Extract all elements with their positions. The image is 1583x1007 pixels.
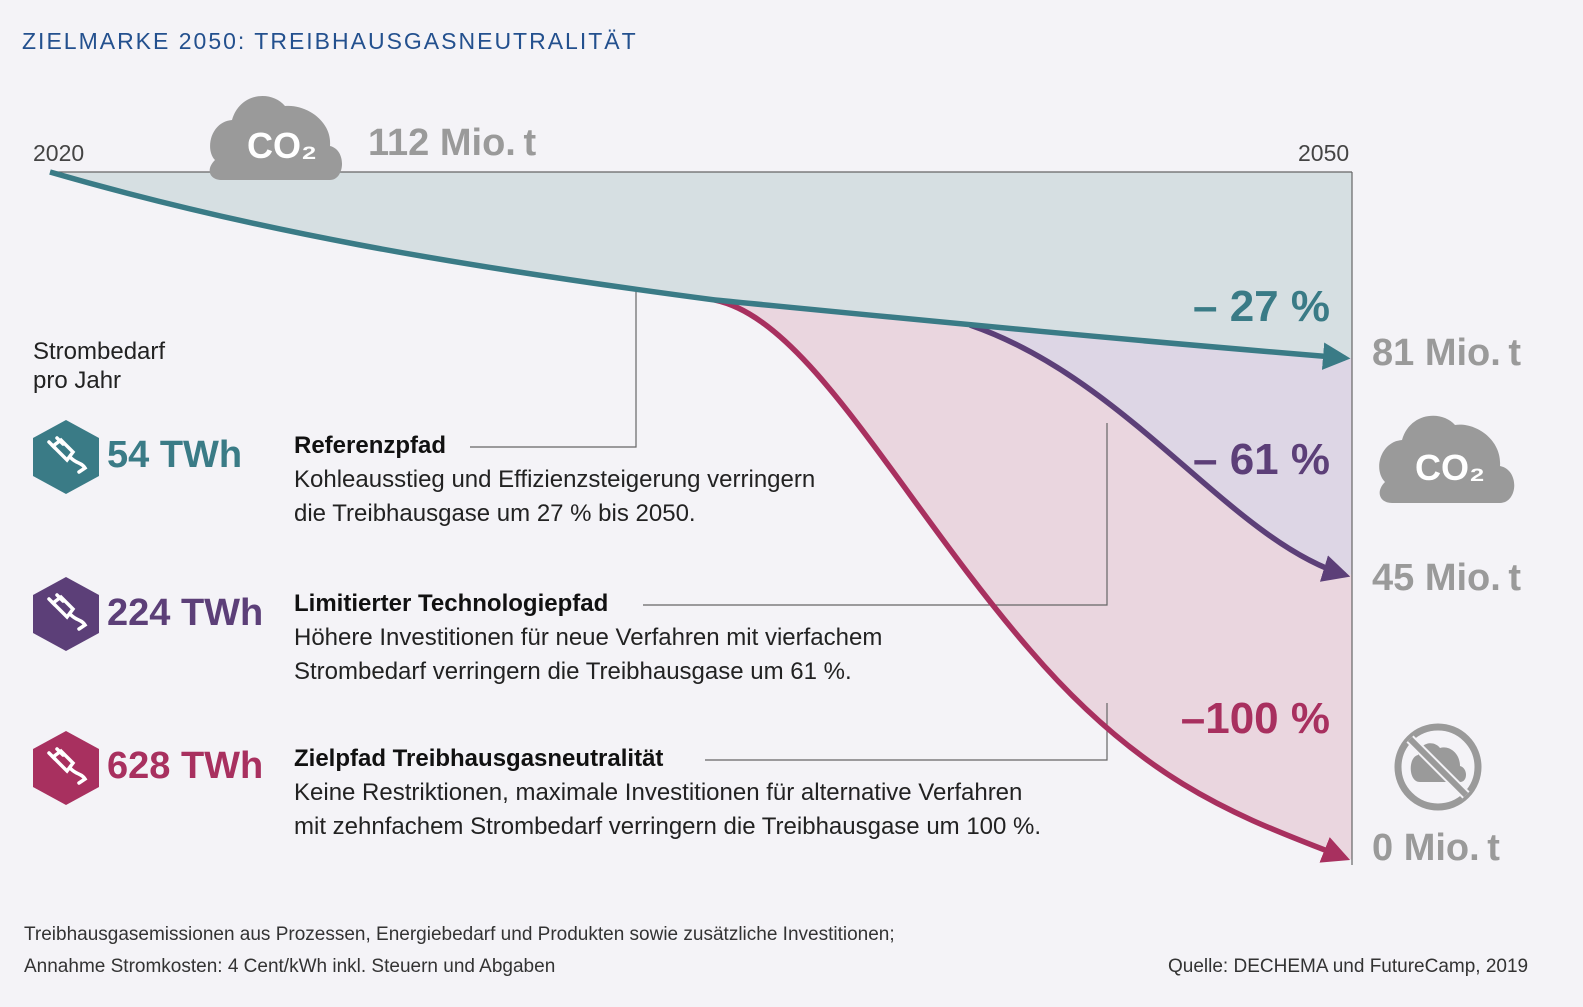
series-line-limitiert <box>969 322 1351 582</box>
end-cloud-label: CO₂ <box>1415 447 1485 488</box>
footer-source: Quelle: DECHEMA und FutureCamp, 2019 <box>1168 956 1529 977</box>
leader-limitiert <box>643 423 1108 606</box>
path-desc-referenzpfad-line1: Kohleausstieg und Effizienzsteigerung ve… <box>294 466 816 493</box>
path-title-referenzpfad: Referenzpfad <box>294 432 447 459</box>
reduction-label-limitiert: – 61 % <box>1193 435 1330 484</box>
x-label-start: 2020 <box>33 140 85 166</box>
plug-icon <box>33 731 99 805</box>
plug-icon <box>33 577 99 651</box>
series-line-zielpfad <box>714 297 1351 863</box>
co2-cloud-icon: CO₂ <box>209 95 343 180</box>
demand-value-referenzpfad: 54 TWh <box>107 434 243 476</box>
reduction-label-referenzpfad: – 27 % <box>1193 282 1330 331</box>
leader-referenzpfad <box>470 290 637 448</box>
path-desc-zielpfad-line2: mit zehnfachem Strombedarf verringern di… <box>294 813 1042 840</box>
footer-note-2: Annahme Stromkosten: 4 Cent/kWh inkl. St… <box>24 956 556 977</box>
start-value-label: 112 Mio. t <box>368 122 537 164</box>
path-desc-zielpfad-line1: Keine Restriktionen, maximale Investitio… <box>294 779 1023 806</box>
footer-note-1: Treibhausgasemissionen aus Prozessen, En… <box>24 924 895 945</box>
demand-value-zielpfad: 628 TWh <box>107 745 264 787</box>
end-value-zielpfad: 0 Mio. t <box>1372 827 1500 869</box>
demand-heading: Strombedarf pro Jahr <box>33 338 166 394</box>
series-line-referenzpfad <box>49 169 1351 370</box>
end-value-limitiert: 45 Mio. t <box>1372 557 1522 599</box>
leader-zielpfad <box>705 703 1108 761</box>
plug-icon <box>33 420 99 494</box>
no-emission-icon <box>1394 723 1482 811</box>
area-teal <box>50 172 1352 358</box>
end-value-referenzpfad: 81 Mio. t <box>1372 332 1522 374</box>
path-title-limitiert: Limitierter Technologiepfad <box>294 590 609 617</box>
path-title-zielpfad: Zielpfad Treibhausgasneutralität <box>294 745 664 772</box>
area-magenta <box>715 300 1352 860</box>
reduction-label-zielpfad: –100 % <box>1180 694 1330 743</box>
area-purple <box>970 325 1352 575</box>
path-desc-limitiert-line1: Höhere Investitionen für neue Verfahren … <box>294 624 883 651</box>
start-cloud-label: CO₂ <box>247 125 317 166</box>
x-label-end: 2050 <box>1298 140 1350 166</box>
page-title: ZIELMARKE 2050: TREIBHAUSGASNEUTRALITÄT <box>22 28 638 54</box>
demand-value-limitiert: 224 TWh <box>107 592 264 634</box>
co2-cloud-end-icon: CO₂ <box>1379 415 1515 503</box>
path-desc-referenzpfad-line2: die Treibhausgase um 27 % bis 2050. <box>294 500 696 527</box>
path-desc-limitiert-line2: Strombedarf verringern die Treibhausgase… <box>294 658 852 685</box>
